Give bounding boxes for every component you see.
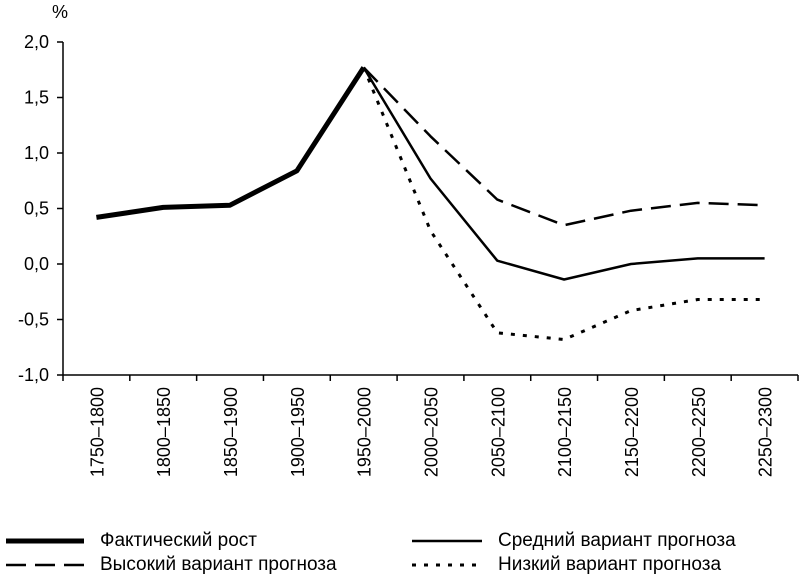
legend-label-high: Высокий вариант прогноза (100, 554, 337, 575)
y-tick-label: 0,5 (24, 199, 49, 219)
x-tick-label: 1900–1950 (288, 387, 308, 477)
legend-swatch-solid (412, 539, 482, 543)
x-tick-label: 2150–2200 (622, 387, 642, 477)
legend-swatch-dotted (412, 563, 482, 567)
legend-swatch-thick-solid (6, 538, 84, 544)
x-tick-label: 2200–2250 (689, 387, 709, 477)
legend-label-actual: Фактический рост (100, 530, 257, 551)
legend-swatch-dashed (6, 563, 84, 567)
x-tick-label: 2000–2050 (422, 387, 442, 477)
series-line-dotted (362, 66, 765, 341)
series-line-solid (362, 66, 765, 281)
x-tick-label: 2050–2100 (488, 387, 508, 477)
legend-label-low: Низкий вариант прогноза (498, 554, 722, 575)
legend-item-medium: Средний вариант прогноза (412, 530, 736, 552)
x-tick-label: 1950–2000 (355, 387, 375, 477)
legend-item-high: Высокий вариант прогноза (6, 554, 337, 576)
y-tick-label: -0,5 (18, 310, 49, 330)
legend-item-low: Низкий вариант прогноза (412, 554, 721, 576)
x-tick-label: 1750–1800 (87, 387, 107, 477)
x-tick-label: 2100–2150 (555, 387, 575, 477)
series-layer (96, 66, 765, 341)
y-tick-label: 2,0 (24, 32, 49, 52)
y-tick-label: 1,5 (24, 88, 49, 108)
legend-label-medium: Средний вариант прогноза (498, 530, 736, 551)
y-tick-label: -1,0 (18, 365, 49, 385)
legend-item-actual: Фактический рост (6, 530, 257, 552)
y-unit-label: % (52, 2, 68, 22)
line-chart: % 2,0 1,5 1,0 0,5 0,0 -0,5 -1,0 1750–1800 1800–1… (18, 2, 799, 477)
axes: 2,0 1,5 1,0 0,5 0,0 -0,5 -1,0 1750–1800 1800–185… (18, 32, 799, 477)
x-tick-label: 1850–1900 (221, 387, 241, 477)
y-tick-label: 0,0 (24, 254, 49, 274)
series-line-dashed (362, 66, 765, 227)
series-line-thick-solid (96, 66, 366, 220)
x-tick-label: 2250–2300 (756, 387, 776, 477)
x-tick-label: 1800–1850 (154, 387, 174, 477)
y-tick-label: 1,0 (24, 143, 49, 163)
